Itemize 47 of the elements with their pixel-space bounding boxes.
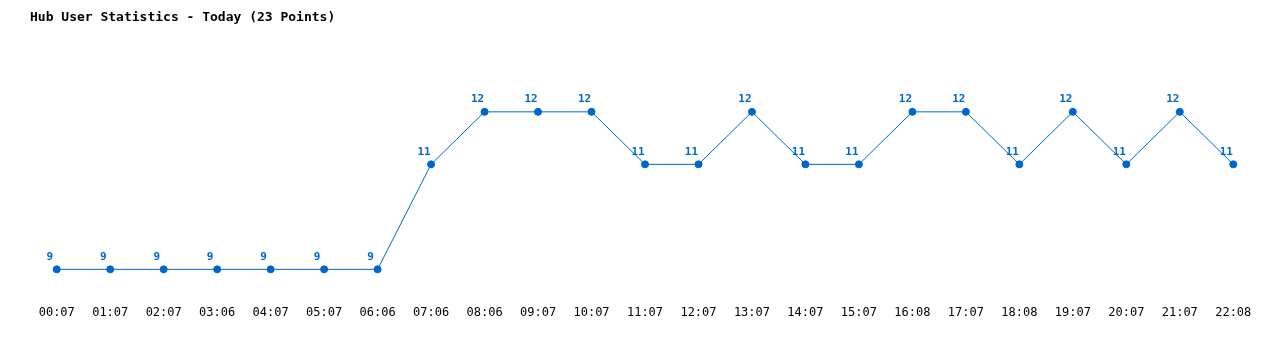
data-label: 11 [1005,144,1020,158]
data-label: 9 [260,249,267,263]
x-tick-label: 18:08 [1001,304,1038,319]
x-tick-label: 12:07 [680,304,717,319]
x-tick-label: 10:07 [573,304,610,319]
data-label: 12 [1059,92,1073,106]
data-label: 11 [417,144,432,158]
x-tick-label: 16:08 [894,304,931,319]
data-label: 12 [952,92,966,106]
x-tick-label: 09:07 [519,304,557,319]
x-tick-label: 21:07 [1161,304,1198,319]
data-label: 9 [46,249,54,263]
data-label: 11 [631,144,645,158]
data-label: 11 [791,144,806,158]
data-label: 12 [524,92,538,106]
x-tick-label: 14:07 [787,304,824,319]
x-tick-label: 06:06 [359,304,396,319]
chart-title: Hub User Statistics - Today (23 Points) [30,9,336,25]
x-tick-label: 22:08 [1215,304,1252,319]
x-tick-label: 07:06 [413,304,450,319]
x-tick-label: 04:07 [252,304,289,319]
data-label: 9 [153,249,161,263]
data-label: 12 [470,92,485,106]
data-label: 11 [1219,144,1234,158]
x-tick-label: 00:07 [38,304,75,319]
data-label: 9 [206,249,214,263]
x-tick-label: 02:07 [145,304,182,319]
data-label: 9 [99,249,107,263]
data-label: 12 [738,92,752,106]
x-tick-label: 15:07 [840,304,877,319]
x-tick-label: 19:07 [1054,304,1091,319]
data-label: 12 [898,92,913,106]
x-tick-label: 20:07 [1108,304,1145,319]
data-label: 12 [1166,92,1180,106]
x-tick-label: 05:07 [306,304,343,319]
x-tick-label: 13:07 [733,304,771,319]
x-tick-label: 08:06 [466,304,503,319]
data-label: 11 [1112,144,1127,158]
data-label: 11 [845,144,859,158]
data-label: 11 [684,144,699,158]
data-label: 9 [367,249,374,263]
data-label: 9 [313,249,321,263]
data-label: 12 [577,92,592,106]
x-tick-label: 11:07 [626,304,664,319]
x-tick-label: 01:07 [92,304,129,319]
x-tick-label: 03:06 [199,304,236,319]
x-tick-label: 17:07 [947,304,984,319]
